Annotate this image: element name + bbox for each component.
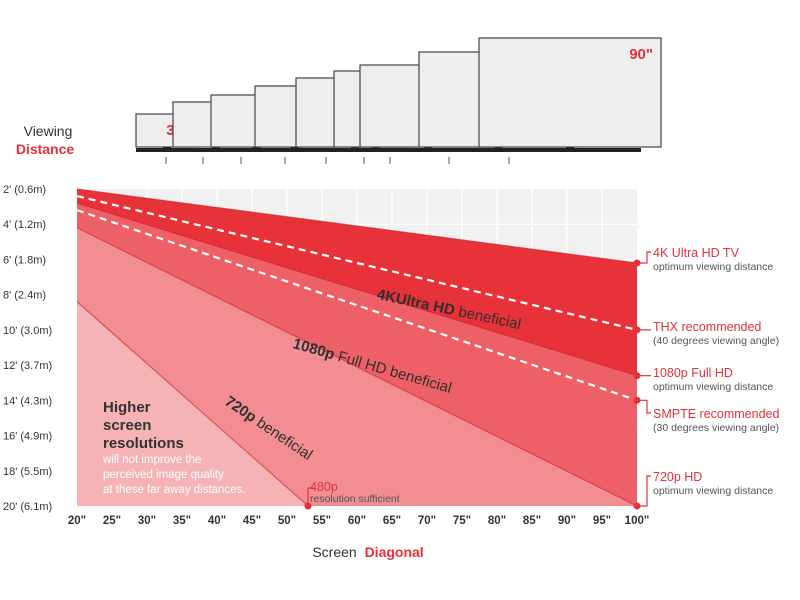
x-tick-label: 40": [208, 515, 226, 527]
y-tick-label: 18' (5.5m): [3, 466, 52, 478]
y-axis: 2' (0.6m) 4' (1.2m) 6' (1.8m) 8' (2.4m) 10' …: [3, 184, 52, 513]
series-line-1080p-full-hd: [76, 202, 638, 377]
right-label-title: SMPTE recommended: [653, 407, 779, 421]
x-tick-label: 90": [558, 515, 576, 527]
x-axis: 20" 25" 30" 35" 40" 45" 50" 55" 60" 65" 70" 75" 80" 8…: [68, 515, 649, 527]
series-end-dot-480p: [304, 502, 312, 510]
right-label-title: 720p HD: [653, 470, 702, 484]
series-line-480p: [76, 301, 309, 507]
x-tick-label: 75": [453, 515, 471, 527]
y-tick-label: 2' (0.6m): [3, 184, 46, 196]
y-tick-label: 12' (3.7m): [3, 360, 52, 372]
leader-line-480p: [307, 487, 314, 504]
leader-line: [639, 475, 651, 507]
x-tick-label: 100": [625, 515, 650, 527]
y-tick-label: 8' (2.4m): [3, 290, 46, 302]
note-body-line: will not improve the: [102, 454, 201, 466]
x-tick-label: 35": [173, 515, 191, 527]
viewing-label: Viewing: [24, 123, 73, 139]
x-tick-label: 70": [418, 515, 436, 527]
tv-stand: [351, 147, 359, 149]
tv-stand: [371, 147, 380, 149]
note-body-line: perceived image quality: [103, 469, 224, 481]
label-480p-subtitle: resolution sufficient: [310, 493, 400, 505]
series-line-smpte-recommended: [76, 209, 638, 402]
series-end-dot: [633, 372, 641, 380]
x-axis-title-prefix: Screen: [312, 544, 356, 560]
right-label-title: 1080p Full HD: [653, 366, 733, 380]
x-tick-label: 85": [523, 515, 541, 527]
series-line-720p-hd: [76, 227, 638, 507]
y-tick-label: 16' (4.9m): [3, 431, 52, 443]
right-label-subtitle: optimum viewing distance: [653, 261, 773, 273]
tv-stand: [494, 147, 503, 149]
tv-size-row: 32"40"46"50"55"60"70"80"90": [135, 37, 662, 164]
series-end-dot: [633, 502, 641, 510]
x-axis-title: Screen Diagonal: [312, 544, 423, 560]
x-tick-label: 65": [383, 515, 401, 527]
tv-stand: [163, 147, 171, 149]
y-tick-label: 10' (3.0m): [3, 325, 52, 337]
tv-size-label: 90": [629, 46, 653, 63]
right-label-title: 4K Ultra HD TV: [653, 246, 740, 260]
right-label-subtitle: optimum viewing distance: [653, 381, 773, 393]
series-end-dot: [633, 259, 641, 267]
x-tick-label: 55": [313, 515, 331, 527]
tv-outline: [478, 37, 662, 148]
right-label-subtitle: (30 degrees viewing angle): [653, 422, 779, 434]
note-title-line: screen: [103, 417, 151, 434]
y-tick-label: 14' (4.3m): [3, 395, 52, 407]
distance-label: Distance: [16, 141, 75, 157]
x-tick-label: 25": [103, 515, 121, 527]
leader-line: [639, 251, 651, 264]
tv-stand: [291, 147, 299, 149]
x-axis-title-emphasis: Diagonal: [365, 544, 424, 560]
series-line-4k-ultra-hd-tv: [76, 188, 638, 264]
x-tick-label: 45": [243, 515, 261, 527]
y-tick-label: 20' (6.1m): [3, 501, 52, 513]
tv-stand: [424, 147, 432, 149]
tv-stand-bar: [136, 148, 641, 152]
x-tick-label: 30": [138, 515, 156, 527]
x-tick-label: 95": [593, 515, 611, 527]
note-title-line: resolutions: [103, 435, 184, 452]
leader-line: [639, 399, 651, 414]
right-label-subtitle: (40 degrees viewing angle): [653, 335, 779, 347]
right-label-title: THX recommended: [653, 320, 761, 334]
tv-stand: [212, 147, 220, 149]
x-tick-label: 80": [488, 515, 506, 527]
tv-stand: [566, 147, 574, 149]
y-tick-label: 4' (1.2m): [3, 219, 46, 231]
x-tick-label: 50": [278, 515, 296, 527]
x-tick-label: 60": [348, 515, 366, 527]
tv-stand: [252, 147, 261, 149]
note-body-line: at these far away distances.: [103, 484, 246, 496]
x-tick-label: 20": [68, 515, 86, 527]
y-tick-label: 6' (1.8m): [3, 254, 46, 266]
label-480p-title: 480p: [310, 480, 338, 494]
series-end-dot: [633, 396, 641, 404]
note-title-line: Higher: [103, 399, 151, 416]
right-label-subtitle: optimum viewing distance: [653, 485, 773, 497]
series-end-dot: [633, 326, 641, 334]
